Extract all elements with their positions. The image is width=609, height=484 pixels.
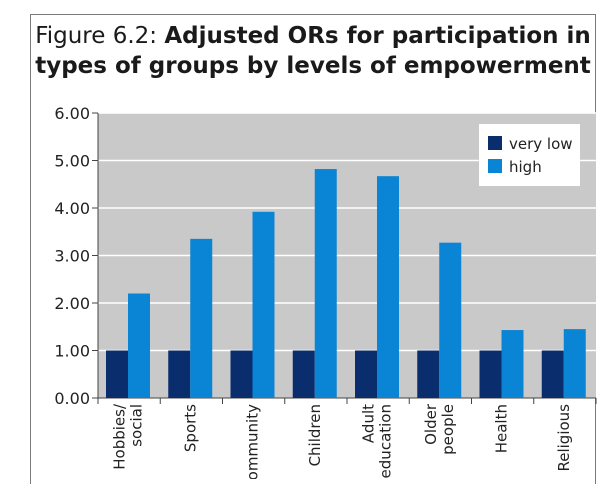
- x-tick-label-line: Health: [493, 404, 511, 453]
- bar-very-low: [292, 350, 315, 398]
- x-tick-label-line: Community: [244, 404, 262, 479]
- x-tick-label: Adult education: [360, 404, 395, 479]
- bar-very-low: [541, 350, 564, 398]
- x-tick-label: Hobbies/social: [111, 403, 146, 470]
- bar-very-low: [168, 350, 191, 398]
- legend-swatch: [488, 159, 502, 173]
- figure-title: Figure 6.2: Adjusted ORs for participati…: [30, 22, 596, 81]
- x-tick-label: Sports: [181, 404, 199, 452]
- y-tick-label: 4.00: [54, 199, 90, 218]
- legend-box: [479, 124, 580, 186]
- bar-high: [128, 293, 150, 398]
- title-line-1: Adjusted ORs for participation in: [164, 23, 591, 49]
- x-tick-label-line: Sports: [181, 404, 199, 452]
- x-tick-label-line: education: [377, 404, 395, 478]
- y-tick-label: 1.00: [54, 342, 90, 361]
- x-tick-label: Religious: [555, 404, 573, 472]
- bar-high: [501, 330, 524, 398]
- x-tick-label: Health: [493, 404, 511, 453]
- legend-swatch: [488, 136, 502, 150]
- bar-high: [314, 169, 337, 398]
- y-tick-label: 5.00: [54, 152, 90, 171]
- x-tick-label-line: people: [439, 404, 457, 455]
- y-tick-label: 0.00: [54, 389, 90, 408]
- x-tick-label-line: Children: [306, 404, 324, 466]
- y-tick-label: 2.00: [54, 294, 90, 313]
- x-tick-label-line: social: [128, 404, 146, 447]
- legend-label: very low: [509, 135, 573, 153]
- legend-label: high: [509, 158, 542, 176]
- y-tick-label: 3.00: [54, 247, 90, 266]
- bar-very-low: [479, 350, 502, 398]
- bar-very-low: [417, 350, 440, 398]
- y-tick-label: 6.00: [54, 104, 90, 123]
- bar-high: [439, 242, 462, 398]
- x-tick-label-line: Older: [422, 403, 440, 445]
- x-tick-label: Children: [306, 404, 324, 466]
- x-tick-label-line: Hobbies/: [111, 403, 129, 470]
- figure-label: Figure 6.2:: [35, 23, 158, 49]
- bar-high: [252, 211, 275, 398]
- bar-very-low: [355, 350, 377, 398]
- x-tick-label: Community: [244, 404, 262, 479]
- x-tick-label-line: Adult: [360, 404, 378, 443]
- x-tick-label-line: Religious: [555, 404, 573, 472]
- bar-high: [377, 176, 399, 398]
- bar-very-low: [106, 350, 128, 398]
- x-tick-label: Older people: [422, 403, 457, 455]
- title-line-2: types of groups by levels of empowerment: [35, 53, 591, 79]
- bar-high: [190, 238, 213, 398]
- bar-high: [563, 329, 586, 398]
- bar-very-low: [230, 350, 253, 398]
